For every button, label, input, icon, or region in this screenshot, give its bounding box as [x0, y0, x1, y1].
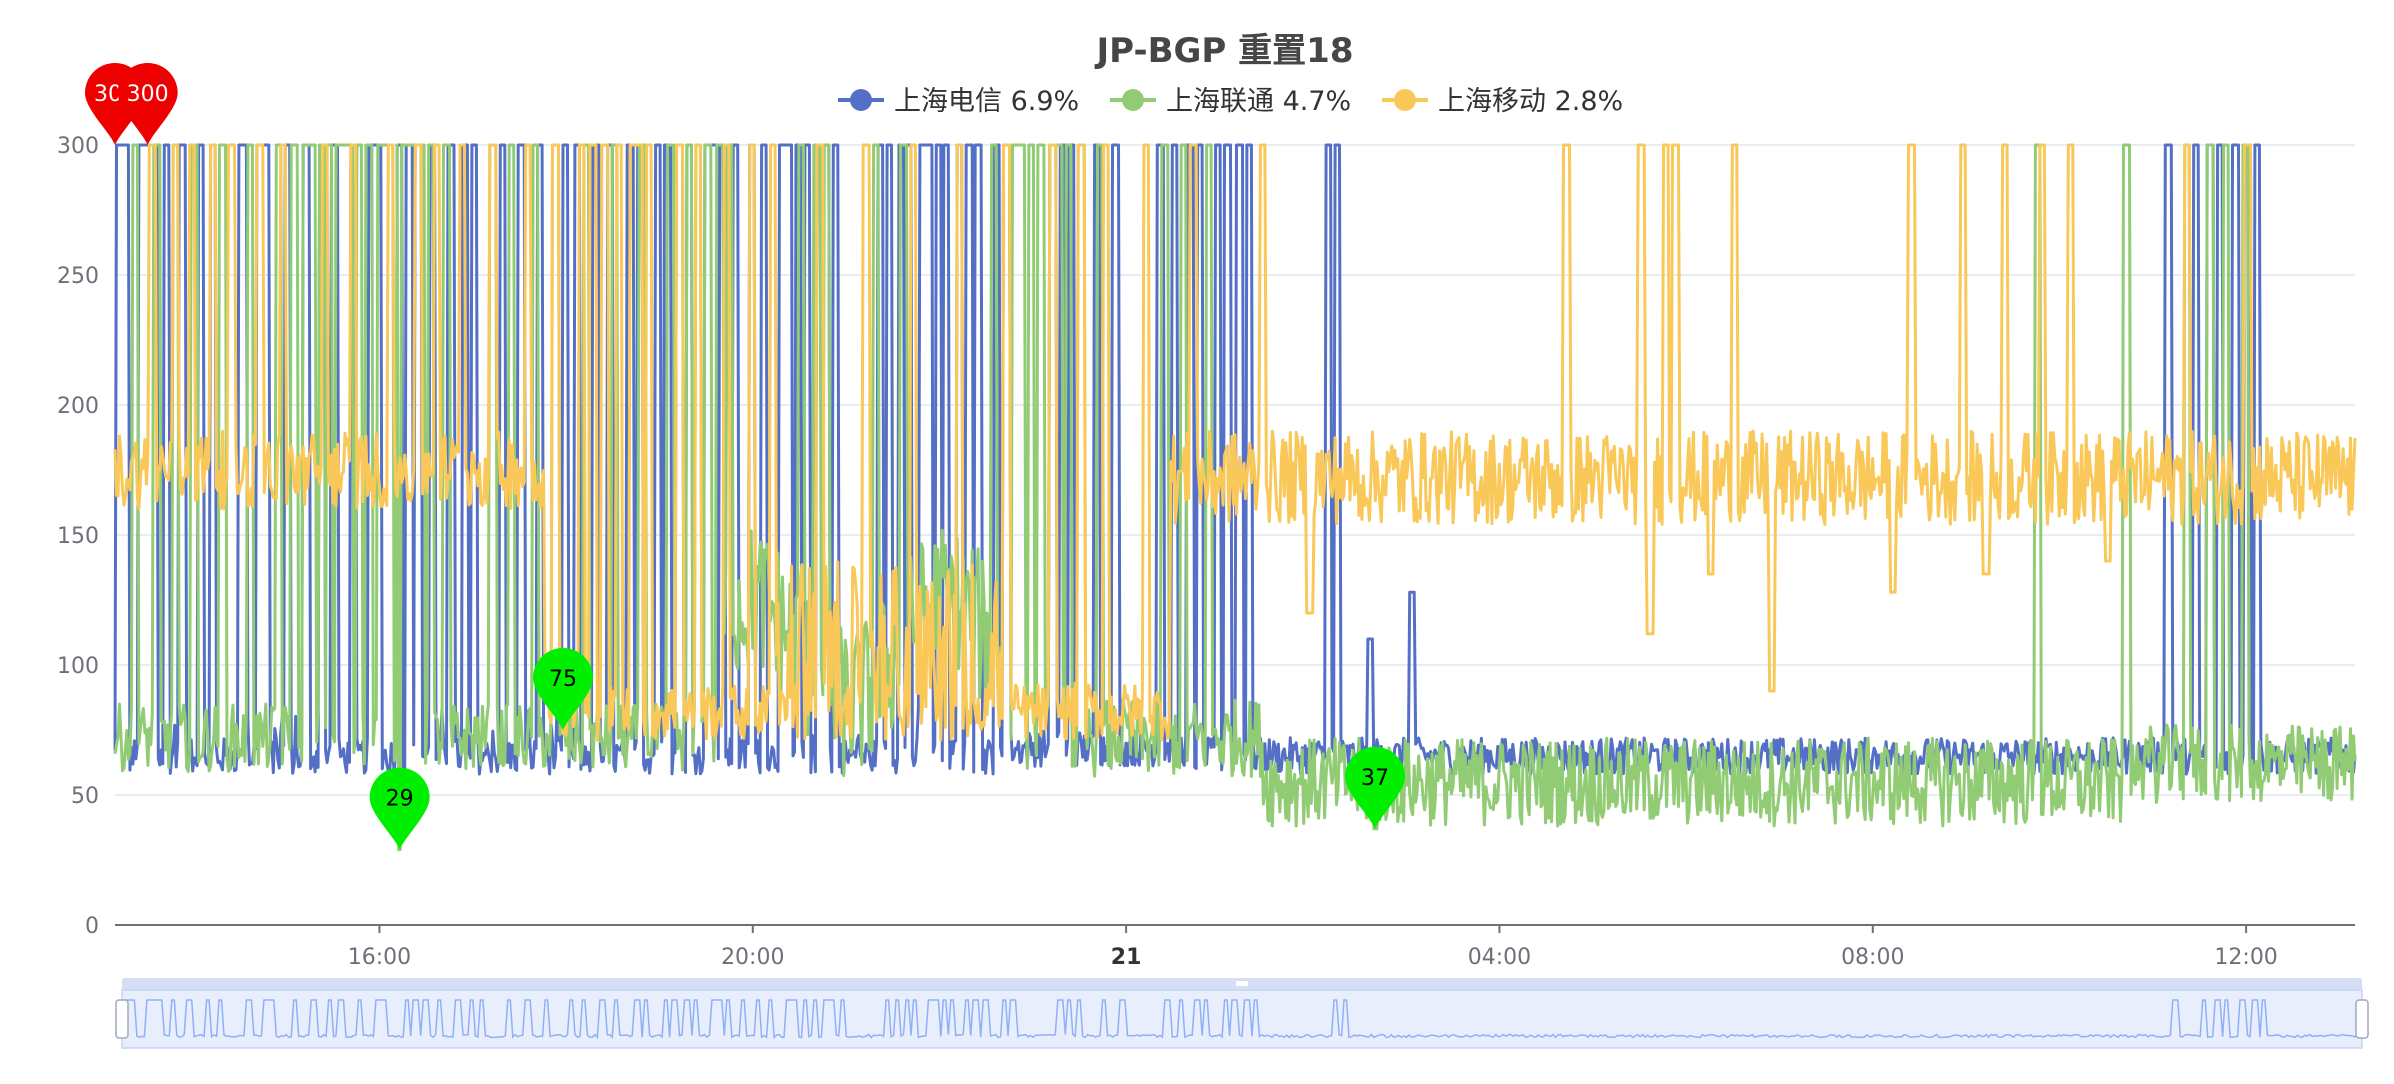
x-tick-label: 12:00	[2214, 945, 2277, 970]
marker-pin: 75	[533, 648, 593, 730]
series-layer	[113, 143, 2357, 852]
chart-title: JP-BGP 重置18	[1095, 31, 1354, 71]
zoom-handle-left[interactable]	[115, 999, 129, 1039]
y-tick-label: 250	[57, 264, 99, 289]
axis-layer: 0 50 100 150 200 250 300 16:00 20:00 21 04:00 08:00…	[57, 134, 2355, 970]
legend-dot	[1122, 89, 1144, 111]
x-tick-label: 20:00	[721, 945, 784, 970]
legend[interactable]: 上海电信 6.9% 上海联通 4.7% 上海移动 2.8%	[838, 86, 1623, 117]
zoom-move-grip[interactable]	[1236, 981, 1248, 986]
y-tick-label: 150	[57, 524, 99, 549]
marker-shape	[369, 767, 430, 850]
marker-shape	[117, 62, 178, 145]
marker-label: 75	[549, 667, 577, 692]
y-tick-label: 100	[57, 654, 99, 679]
zoom-overview-line	[121, 999, 2363, 1040]
marker-label: 37	[1361, 766, 1389, 791]
zoom-handle-right[interactable]	[2355, 999, 2369, 1039]
marker-label: 29	[386, 787, 414, 812]
legend-dot	[850, 89, 872, 111]
y-tick-label: 200	[57, 394, 99, 419]
x-tick-label: 04:00	[1468, 945, 1531, 970]
series-line-2	[113, 143, 2357, 852]
zoom-track	[121, 989, 2363, 1049]
legend-label: 上海电信 6.9%	[894, 86, 1079, 117]
legend-dot	[1394, 89, 1416, 111]
marker-shape	[533, 648, 593, 730]
legend-item-2[interactable]: 上海联通 4.7%	[1110, 86, 1351, 117]
x-tick-label: 16:00	[348, 945, 411, 970]
legend-label: 上海联通 4.7%	[1166, 86, 1351, 117]
legend-item-1[interactable]: 上海电信 6.9%	[838, 86, 1079, 117]
marker-pin: 37	[1345, 746, 1405, 829]
legend-item-3[interactable]: 上海移动 2.8%	[1382, 86, 1623, 117]
x-tick-label: 08:00	[1841, 945, 1904, 970]
y-tick-label: 0	[85, 914, 99, 939]
x-tick-label: 21	[1111, 945, 1142, 970]
data-zoom-slider[interactable]	[115, 978, 2369, 1049]
series-line-3	[113, 143, 2357, 742]
y-tick-label: 300	[57, 134, 99, 159]
marker-label: 300	[127, 82, 169, 107]
marker-shape	[1345, 746, 1405, 829]
marker-pin: 300	[117, 62, 178, 145]
legend-label: 上海移动 2.8%	[1438, 86, 1623, 117]
marker-pin: 29	[369, 767, 430, 850]
y-tick-label: 50	[71, 784, 99, 809]
